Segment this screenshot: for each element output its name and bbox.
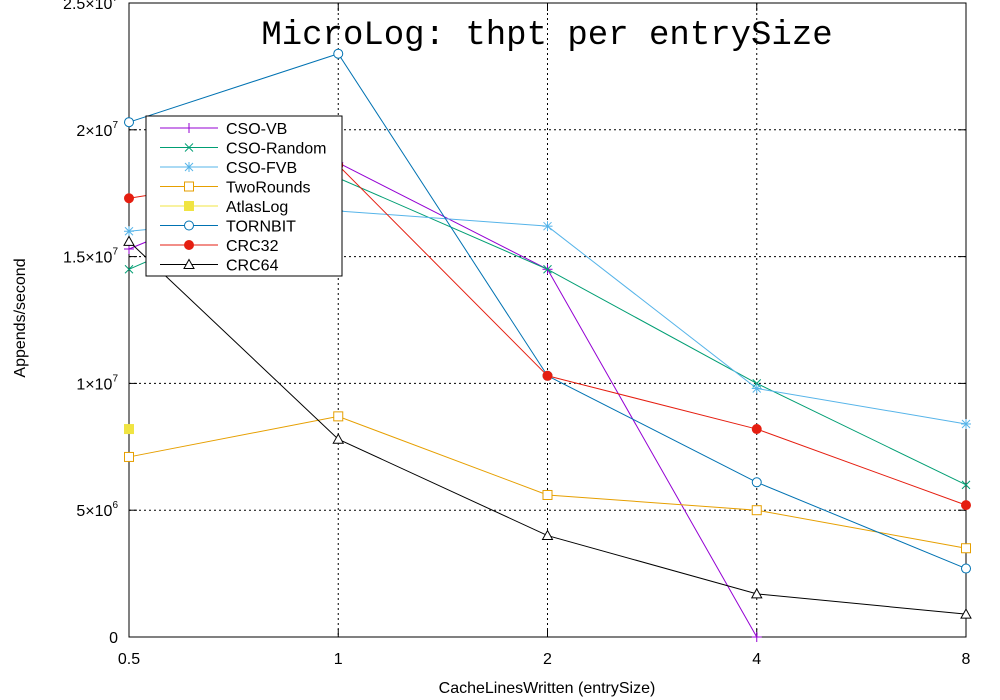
legend-item: CRC32	[160, 238, 279, 255]
legend-label: CRC32	[226, 238, 279, 255]
data-point	[751, 383, 762, 394]
legend-marker	[184, 181, 194, 192]
data-point	[124, 451, 134, 462]
legend-item: CSO-Random	[160, 141, 326, 158]
data-point	[751, 477, 762, 488]
data-point	[124, 264, 134, 274]
grid	[129, 3, 966, 637]
data-point	[961, 563, 971, 574]
data-point	[124, 117, 134, 128]
y-tick-label: 1×107	[76, 373, 118, 393]
data-point	[333, 411, 344, 422]
series-crc64	[123, 235, 972, 619]
x-axis-title: CacheLinesWritten (entrySize)	[439, 680, 656, 697]
legend-label: CSO-FVB	[226, 160, 297, 177]
data-point	[751, 632, 762, 642]
y-tick-label: 5×106	[76, 500, 118, 520]
legend-box	[145, 115, 343, 277]
legend-label: TwoRounds	[226, 180, 311, 197]
legend-marker	[183, 258, 195, 269]
x-tick-label: 1	[334, 651, 343, 668]
legend-label: AtlasLog	[226, 199, 288, 216]
legend-label: CSO-VB	[226, 121, 287, 138]
legend-marker	[184, 143, 194, 152]
x-tick-label: 8	[962, 651, 971, 668]
data-point	[542, 221, 553, 232]
legend-marker	[184, 220, 194, 231]
chart-title: MicroLog: thpt per entrySize	[261, 17, 832, 55]
data-point	[542, 489, 553, 500]
data-point	[333, 48, 344, 59]
y-tick-label: 1.5×107	[63, 247, 118, 267]
legend-label: CRC64	[226, 258, 279, 275]
data-point	[124, 193, 134, 204]
legend-label: TORNBIT	[226, 219, 296, 236]
legend-label: CSO-Random	[226, 141, 326, 158]
data-point	[961, 500, 971, 511]
legend-item: TwoRounds	[160, 180, 311, 197]
data-point	[961, 480, 971, 490]
legend-marker	[184, 201, 194, 211]
x-tick-label: 4	[752, 651, 761, 668]
legend-item: CRC64	[160, 258, 279, 275]
data-point	[750, 587, 763, 599]
data-point	[332, 433, 345, 444]
data-point	[123, 235, 135, 246]
data-point	[961, 418, 971, 429]
legend-marker	[184, 162, 194, 172]
legend-marker	[184, 123, 194, 133]
y-tick-label: 0	[109, 630, 118, 647]
data-point	[543, 264, 552, 274]
data-point	[542, 370, 553, 381]
data-point	[124, 424, 134, 435]
legend-item: TORNBIT	[160, 219, 296, 236]
y-tick-label: 2×107	[76, 120, 118, 140]
y-tick-label: 2.5×107	[63, 0, 118, 13]
legend-item: AtlasLog	[160, 199, 288, 216]
legend: CSO-VB CSO-Random CSO-FVB TwoRounds AtlasLog…	[145, 115, 343, 277]
x-tick-label: 0.5	[118, 651, 140, 668]
axis-ticks: 0.5 1 2 4 8 0 5×106 1×107 1.5×107 2×107 2.5×107	[63, 0, 971, 668]
y-axis-title: Appends/second	[12, 258, 29, 377]
data-point	[960, 608, 972, 619]
x-tick-label: 2	[543, 651, 552, 668]
legend-item: CSO-FVB	[160, 160, 297, 177]
data-point	[751, 505, 762, 516]
legend-item: CSO-VB	[160, 121, 287, 138]
data-point	[541, 529, 554, 541]
data-point	[961, 543, 971, 554]
legend-marker	[184, 240, 194, 250]
data-point	[124, 226, 134, 237]
series-tworounds	[124, 411, 971, 554]
series-atlaslog	[124, 424, 134, 435]
data-point	[751, 424, 762, 435]
